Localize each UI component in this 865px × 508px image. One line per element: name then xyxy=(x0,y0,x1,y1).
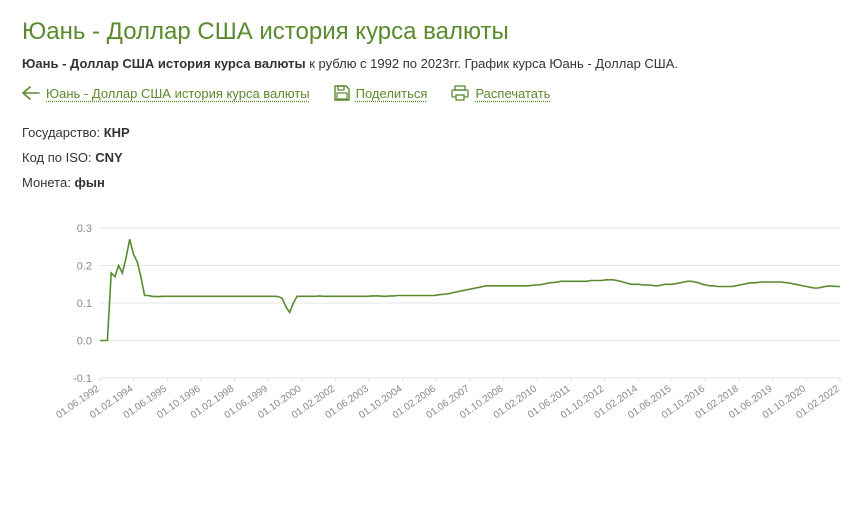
subtitle-bold: Юань - Доллар США история курса валюты xyxy=(22,56,306,71)
share-link-label: Поделиться xyxy=(356,86,428,101)
meta-iso-key: Код по ISO: xyxy=(22,150,92,165)
back-arrow-icon xyxy=(22,86,40,100)
print-link-label: Распечатать xyxy=(475,86,550,101)
meta-coin-val: фын xyxy=(74,175,104,190)
rate-line xyxy=(100,239,840,340)
subtitle: Юань - Доллар США история курса валюты к… xyxy=(22,56,843,71)
print-link[interactable]: Распечатать xyxy=(451,85,550,101)
meta-state-key: Государство: xyxy=(22,125,100,140)
page-title: Юань - Доллар США история курса валюты xyxy=(22,18,843,46)
y-tick-label: -0.1 xyxy=(73,373,92,385)
y-tick-label: 0.2 xyxy=(77,261,92,273)
floppy-icon xyxy=(334,85,350,101)
meta-state: Государство: КНР xyxy=(22,125,843,140)
meta-iso: Код по ISO: CNY xyxy=(22,150,843,165)
subtitle-rest: к рублю с 1992 по 2023гг. График курса Ю… xyxy=(306,56,678,71)
meta-state-val: КНР xyxy=(104,125,130,140)
meta-iso-val: CNY xyxy=(95,150,122,165)
printer-icon xyxy=(451,85,469,101)
back-link[interactable]: Юань - Доллар США история курса валюты xyxy=(22,86,310,101)
back-link-label: Юань - Доллар США история курса валюты xyxy=(46,86,310,101)
meta-coin: Монета: фын xyxy=(22,175,843,190)
y-tick-label: 0.0 xyxy=(77,336,92,348)
share-link[interactable]: Поделиться xyxy=(334,85,428,101)
rate-history-chart: -0.10.00.10.20.301.06.199201.02.199401.0… xyxy=(22,218,842,458)
meta-coin-key: Монета: xyxy=(22,175,71,190)
y-tick-label: 0.1 xyxy=(77,298,92,310)
actions-bar: Юань - Доллар США история курса валюты П… xyxy=(22,85,843,101)
y-tick-label: 0.3 xyxy=(77,223,92,235)
